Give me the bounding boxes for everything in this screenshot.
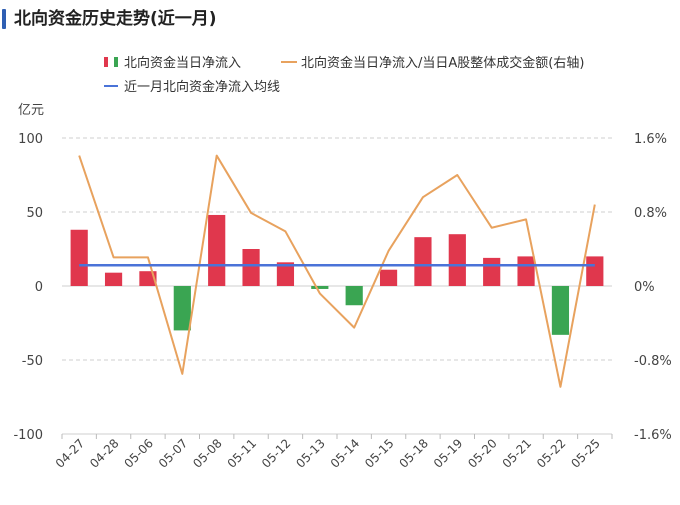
bar-series bbox=[70, 214, 604, 335]
y-axis-left: 100 50 0 -50 -100 bbox=[13, 132, 43, 443]
y-axis-right: 1.6% 0.8% 0% -0.8% -1.6% bbox=[634, 132, 672, 443]
x-tick-label: 05-06 bbox=[121, 436, 156, 471]
bar bbox=[276, 262, 295, 286]
x-tick-label: 05-07 bbox=[156, 436, 191, 471]
y-tick-label: 50 bbox=[26, 206, 43, 221]
title-accent-bar bbox=[2, 9, 6, 29]
x-tick-label: 05-14 bbox=[328, 436, 363, 471]
bar bbox=[586, 256, 604, 286]
bar bbox=[483, 257, 501, 286]
x-tick-label: 04-27 bbox=[53, 436, 88, 471]
bar bbox=[517, 256, 535, 286]
legend-label-bars: 北向资金当日净流入 bbox=[124, 55, 241, 71]
x-tick-label: 05-12 bbox=[259, 436, 294, 471]
x-tick-label: 05-19 bbox=[431, 436, 466, 471]
y-tick-label: 0 bbox=[35, 280, 43, 295]
page-title: 北向资金历史走势(近一月) bbox=[14, 9, 217, 29]
bar bbox=[379, 269, 398, 286]
x-tick-label: 05-21 bbox=[500, 436, 535, 471]
y2-tick-label: 1.6% bbox=[634, 132, 667, 147]
legend-item-avg[interactable]: 近一月北向资金净流入均线 bbox=[104, 79, 280, 95]
bar bbox=[448, 234, 466, 286]
y2-tick-label: 0.8% bbox=[634, 206, 667, 221]
legend-label-ratio: 北向资金当日净流入/当日A股整体成交金额(右轴) bbox=[301, 55, 584, 71]
bar bbox=[311, 286, 329, 289]
legend-swatch-positive bbox=[104, 57, 108, 67]
x-axis: 04-27 04-28 05-06 05-07 05-08 05-11 05-12 05-13… bbox=[53, 433, 613, 471]
bar bbox=[551, 286, 570, 335]
line-series bbox=[78, 154, 596, 388]
x-tick-label: 05-22 bbox=[534, 436, 569, 471]
x-tick-label: 04-28 bbox=[87, 436, 122, 471]
x-tick-label: 05-15 bbox=[362, 436, 397, 471]
bar bbox=[242, 249, 260, 286]
bar bbox=[208, 214, 226, 286]
y2-tick-label: -0.8% bbox=[634, 354, 672, 369]
x-tick-label: 05-18 bbox=[396, 436, 431, 471]
y2-tick-label: -1.6% bbox=[634, 428, 672, 443]
title-bar: 北向资金历史走势(近一月) bbox=[0, 6, 680, 34]
x-tick-label: 05-08 bbox=[190, 436, 225, 471]
y-axis-unit-label: 亿元 bbox=[18, 103, 44, 118]
legend-swatch-negative bbox=[114, 57, 118, 67]
legend: 北向资金当日净流入 北向资金当日净流入/当日A股整体成交金额(右轴) 近一月北向… bbox=[104, 55, 584, 95]
y-tick-label: 100 bbox=[18, 132, 43, 147]
y-tick-label: -100 bbox=[13, 428, 43, 443]
x-tick-label: 05-11 bbox=[225, 436, 260, 471]
bar bbox=[70, 229, 88, 286]
y2-tick-label: 0% bbox=[634, 280, 655, 295]
bar bbox=[104, 272, 123, 286]
legend-item-bars[interactable]: 北向资金当日净流入 bbox=[104, 55, 241, 71]
bar bbox=[173, 286, 191, 331]
legend-label-avg: 近一月北向资金净流入均线 bbox=[124, 79, 280, 95]
y-tick-label: -50 bbox=[22, 354, 43, 369]
legend-item-ratio[interactable]: 北向资金当日净流入/当日A股整体成交金额(右轴) bbox=[281, 55, 584, 71]
bar bbox=[414, 237, 432, 286]
x-tick-label: 05-20 bbox=[465, 436, 500, 471]
bar bbox=[345, 286, 363, 306]
ratio-line bbox=[78, 154, 596, 388]
x-tick-label: 05-25 bbox=[568, 436, 603, 471]
x-tick-label: 05-13 bbox=[293, 436, 328, 471]
